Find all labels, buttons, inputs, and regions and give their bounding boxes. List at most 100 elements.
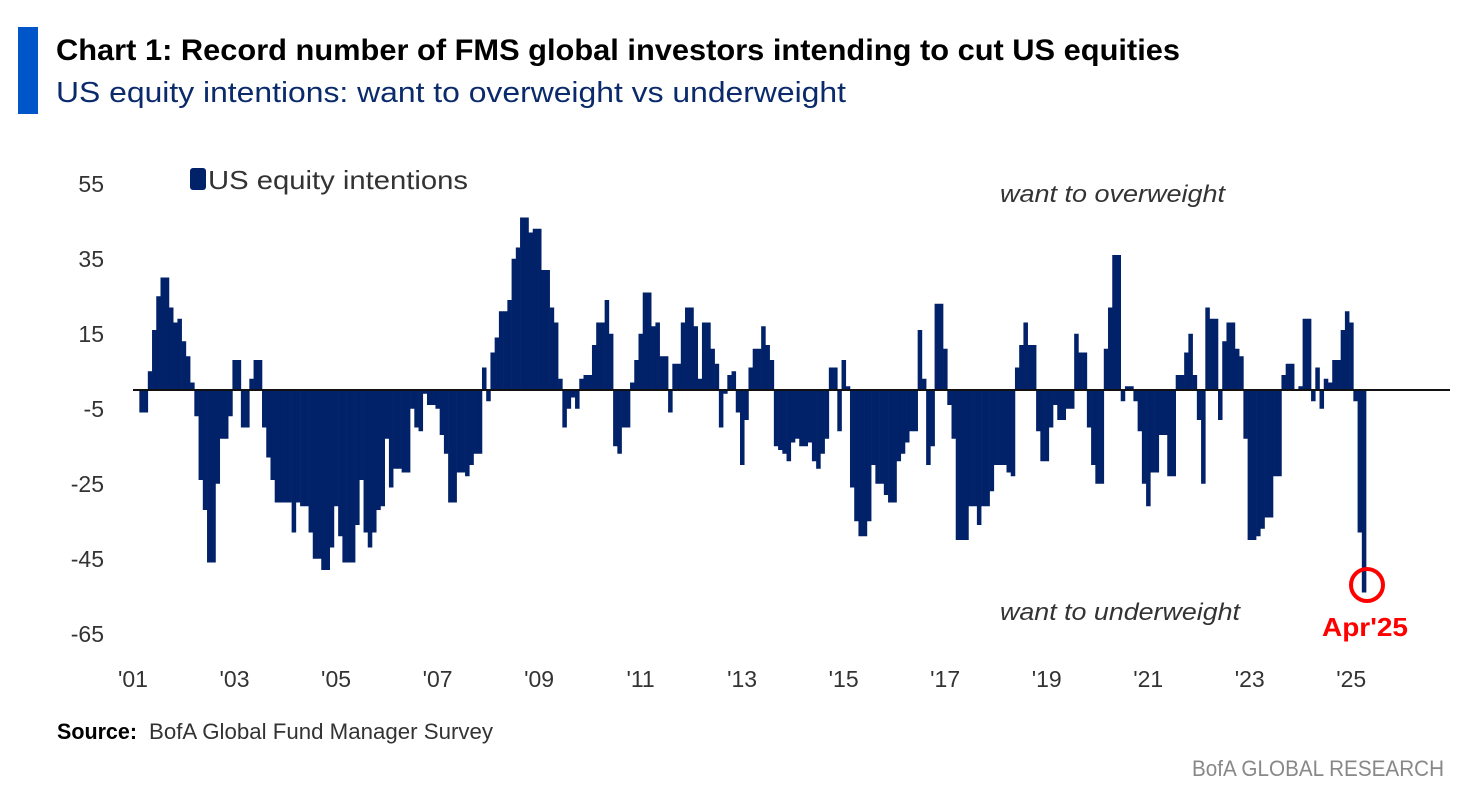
bar xyxy=(384,390,390,439)
bar xyxy=(190,382,195,390)
bar xyxy=(300,390,305,507)
source-label: Source: xyxy=(57,719,137,744)
bar xyxy=(1306,318,1312,390)
highlight-circle xyxy=(1349,567,1385,603)
bar xyxy=(469,390,474,465)
bar xyxy=(1315,367,1320,390)
bar xyxy=(147,371,153,390)
bar xyxy=(1213,318,1219,390)
bar xyxy=(333,390,339,507)
x-tick-label: '11 xyxy=(626,666,654,692)
bar xyxy=(317,390,322,559)
bar xyxy=(1019,345,1024,390)
bar xyxy=(156,296,161,390)
bar xyxy=(473,390,479,454)
bar xyxy=(976,390,982,525)
bar xyxy=(1040,390,1045,462)
bar xyxy=(735,390,741,413)
bar xyxy=(1061,390,1067,420)
bar xyxy=(211,390,216,563)
y-tick-label: 15 xyxy=(78,321,104,347)
bar xyxy=(520,217,525,390)
bar-series xyxy=(139,217,1367,593)
bar xyxy=(359,390,364,480)
bar xyxy=(816,390,821,469)
annotation-underweight: want to underweight xyxy=(1000,599,1241,626)
bar xyxy=(718,390,724,428)
bar xyxy=(460,390,466,473)
bar xyxy=(663,356,669,390)
bar xyxy=(837,390,842,432)
bar xyxy=(1332,360,1337,390)
bar xyxy=(845,386,851,390)
bar xyxy=(342,390,347,563)
bar xyxy=(642,292,648,390)
bar xyxy=(862,390,868,537)
bar xyxy=(930,390,935,447)
bar xyxy=(630,382,635,390)
bar xyxy=(422,390,428,394)
bar xyxy=(1230,322,1236,390)
bar xyxy=(693,326,699,390)
bar xyxy=(883,390,889,495)
bar xyxy=(304,390,309,507)
bar xyxy=(1086,390,1092,428)
bar xyxy=(549,307,555,390)
bar xyxy=(274,390,280,503)
bar xyxy=(1124,386,1130,390)
bar xyxy=(477,390,483,454)
x-axis: '01 '03 '05 '07 '09 '11 '13 '15 '17 '19 '21 '23 '25 xyxy=(118,666,1366,692)
x-tick-label: '05 xyxy=(321,666,351,692)
bar xyxy=(270,390,276,480)
bar xyxy=(295,390,301,503)
bar xyxy=(1002,390,1007,465)
y-tick-label: -45 xyxy=(71,546,104,572)
bar xyxy=(714,363,720,390)
bar xyxy=(1175,375,1181,390)
x-tick-label: '25 xyxy=(1336,666,1366,692)
bar xyxy=(1150,390,1155,473)
bar xyxy=(1108,307,1113,390)
bar xyxy=(532,228,538,390)
x-tick-label: '07 xyxy=(423,666,453,692)
bar xyxy=(1031,345,1037,390)
bar xyxy=(507,300,512,390)
bar xyxy=(232,360,237,390)
annotation-overweight: want to overweight xyxy=(1000,181,1226,208)
bar xyxy=(1353,390,1358,402)
bar xyxy=(215,390,221,484)
bar xyxy=(173,322,178,390)
bar xyxy=(524,217,529,390)
bar xyxy=(1179,375,1185,390)
bar xyxy=(900,390,906,454)
bar xyxy=(866,390,872,522)
bar xyxy=(871,390,876,465)
bar xyxy=(198,390,204,480)
bar xyxy=(959,390,965,540)
bar xyxy=(325,390,330,570)
bar xyxy=(1247,390,1253,540)
bar xyxy=(160,277,166,390)
bar xyxy=(811,390,817,462)
bar xyxy=(621,390,627,428)
bar xyxy=(998,390,1003,465)
bar xyxy=(1327,382,1333,390)
bar xyxy=(380,390,385,507)
legend-label[interactable]: US equity intentions xyxy=(208,165,468,195)
bar xyxy=(494,337,500,390)
bar xyxy=(1218,390,1223,420)
bar xyxy=(329,390,335,548)
bar xyxy=(904,390,910,443)
bar xyxy=(773,390,779,447)
bar xyxy=(372,390,377,533)
bar xyxy=(448,390,453,503)
bar xyxy=(1078,352,1083,390)
bar xyxy=(1188,333,1193,390)
bar xyxy=(410,390,415,409)
bar xyxy=(799,390,804,447)
bar xyxy=(1302,318,1308,390)
bar xyxy=(600,322,605,390)
chart-subtitle: US equity intentions: want to overweight… xyxy=(56,77,846,109)
bar xyxy=(604,300,610,390)
